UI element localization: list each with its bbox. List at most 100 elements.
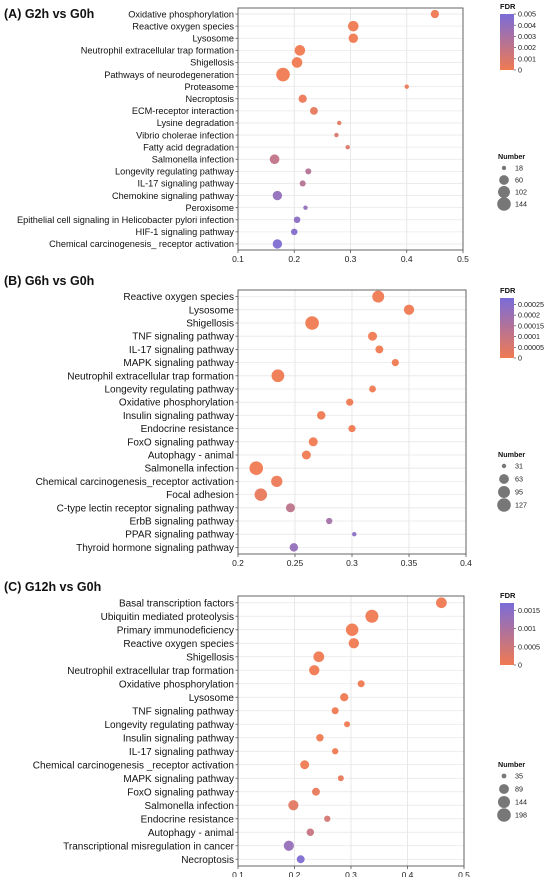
x-tick-label: 0.4 xyxy=(402,870,414,877)
x-tick-label: 0.5 xyxy=(458,870,470,877)
data-point xyxy=(309,665,320,676)
x-tick-label: 0.5 xyxy=(457,254,469,264)
data-point xyxy=(346,398,354,406)
size-legend-label: 144 xyxy=(515,200,527,209)
term-label: Proteasome xyxy=(184,82,234,92)
data-point xyxy=(310,106,318,115)
data-point xyxy=(254,488,268,501)
term-label: TNF signaling pathway xyxy=(132,332,234,343)
fdr-legend-title: FDR xyxy=(500,591,516,600)
fdr-legend-title: FDR xyxy=(500,286,516,295)
term-label: Lysosome xyxy=(189,305,235,316)
data-point xyxy=(293,216,301,224)
term-label: Fatty acid degradation xyxy=(143,142,234,152)
data-point xyxy=(269,154,280,165)
term-label: Focal adhesion xyxy=(166,490,234,501)
fdr-tick-label: 0.005 xyxy=(518,10,536,19)
data-point xyxy=(357,680,365,688)
fdr-tick-label: 0.0002 xyxy=(518,311,540,320)
data-point xyxy=(403,304,415,315)
fdr-tick-label: 0.004 xyxy=(518,21,536,30)
x-tick-label: 0.4 xyxy=(401,254,413,264)
term-label: Shigellosis xyxy=(190,58,234,68)
data-point xyxy=(283,840,294,851)
size-legend-label: 144 xyxy=(515,798,527,807)
fdr-tick-label: 0.0001 xyxy=(518,332,540,341)
term-label: C-type lectin receptor signaling pathway xyxy=(57,503,234,514)
size-legend-dot xyxy=(498,796,510,808)
fdr-colorbar xyxy=(500,298,514,358)
x-tick-label: 0.2 xyxy=(288,254,300,264)
term-label: Basal transcription factors xyxy=(119,598,234,609)
term-label: TNF signaling pathway xyxy=(132,706,234,717)
size-legend-dot xyxy=(501,773,507,779)
data-point xyxy=(305,316,319,330)
fdr-tick-label: 0.001 xyxy=(518,54,536,63)
term-label: Longevity regulating pathway xyxy=(115,167,234,177)
size-legend-dot xyxy=(498,186,510,198)
x-tick-label: 0.35 xyxy=(401,558,418,568)
data-point xyxy=(272,239,283,249)
term-label: Reactive oxygen species xyxy=(123,292,234,303)
data-point xyxy=(301,450,311,460)
fdr-tick-label: 0 xyxy=(518,66,522,75)
term-label: Primary immunodeficiency xyxy=(117,625,234,636)
data-point xyxy=(288,800,299,811)
term-label: Transcriptional misregulation in cancer xyxy=(63,841,234,852)
size-legend-label: 198 xyxy=(515,811,527,820)
term-label: IL-17 signaling pathway xyxy=(137,179,234,189)
data-point xyxy=(303,205,308,210)
term-label: Chemical carcinogenesis_receptor activat… xyxy=(36,477,234,488)
fdr-colorbar xyxy=(500,603,514,665)
fdr-tick-label: 0.0015 xyxy=(518,606,540,615)
size-legend-dot xyxy=(501,463,507,469)
fdr-tick-label: 0.00025 xyxy=(518,300,544,309)
panel-title: (C) G12h vs G0h xyxy=(4,580,101,594)
term-label: Shigellosis xyxy=(186,652,234,663)
data-point xyxy=(368,331,378,341)
size-legend-label: 102 xyxy=(515,188,527,197)
term-label: Chemical carcinogenesis _receptor activa… xyxy=(33,760,234,771)
term-label: Insulin signaling pathway xyxy=(123,411,234,422)
data-point xyxy=(271,475,283,488)
panel-3: (C) G12h vs G0h 0.1 0.2 0.3 0.4 0.5 Basal tran… xyxy=(4,580,540,877)
data-point xyxy=(430,9,439,19)
data-point xyxy=(285,503,295,513)
data-point xyxy=(296,855,305,864)
data-point xyxy=(331,707,339,715)
term-label: Pathways of neurodegeneration xyxy=(104,70,234,80)
size-legend-label: 18 xyxy=(515,164,523,173)
data-point xyxy=(272,190,283,201)
data-point xyxy=(299,180,306,187)
fdr-tick-label: 0.001 xyxy=(518,624,536,633)
x-tick-label: 0.3 xyxy=(345,254,357,264)
size-legend-dot xyxy=(499,784,509,794)
term-label: Longevity regulating pathway xyxy=(104,385,234,396)
size-legend-dot xyxy=(499,474,509,484)
term-label: MAPK signaling pathway xyxy=(123,358,234,369)
fdr-colorbar xyxy=(500,14,514,70)
x-tick-label: 0.2 xyxy=(232,558,244,568)
term-label: HIF-1 signaling pathway xyxy=(135,227,234,237)
x-tick-label: 0.1 xyxy=(232,254,244,264)
size-legend-dot xyxy=(497,498,511,512)
size-legend-label: 95 xyxy=(515,488,523,497)
term-label: Oxidative phosphorylation xyxy=(128,9,234,19)
x-tick-label: 0.3 xyxy=(346,558,358,568)
data-point xyxy=(324,815,331,822)
term-label: Peroxisome xyxy=(185,203,234,213)
term-label: Salmonella infection xyxy=(145,801,235,812)
data-point xyxy=(289,543,299,552)
size-legend-label: 63 xyxy=(515,475,523,484)
size-legend-title: Number xyxy=(498,450,525,459)
fdr-tick-label: 0.00005 xyxy=(518,343,544,352)
term-label: Autophagy - animal xyxy=(148,828,234,839)
data-point xyxy=(348,20,359,32)
data-point xyxy=(306,828,315,836)
size-legend-dot xyxy=(499,175,509,185)
data-point xyxy=(365,609,379,623)
term-label: Reactive oxygen species xyxy=(132,21,234,31)
size-legend-label: 35 xyxy=(515,772,523,781)
panel-title: (B) G6h vs G0h xyxy=(4,274,94,288)
